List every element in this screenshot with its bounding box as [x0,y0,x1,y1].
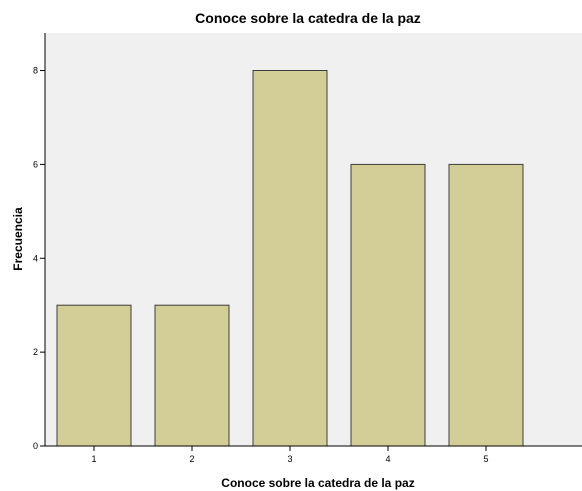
x-tick-label-1: 1 [91,454,96,464]
x-tick-label-2: 2 [189,454,194,464]
y-tick-label-6: 6 [33,159,38,169]
bar-3 [252,70,328,447]
y-tick-label-2: 2 [33,347,38,357]
x-tick-label-4: 4 [385,454,390,464]
chart-title: Conoce sobre la catedra de la paz [195,10,421,26]
bar-2 [154,304,230,447]
y-axis: 0 2 4 6 8 [33,33,46,451]
y-tick-label-8: 8 [33,66,38,76]
bars-group [56,70,524,447]
x-tick-label-3: 3 [287,454,292,464]
x-tick-label-5: 5 [483,454,488,464]
bar-5 [448,163,524,447]
y-axis-label: Frecuencia [11,207,25,271]
bar-1 [56,304,132,447]
bar-4 [350,163,426,447]
y-tick-label-0: 0 [33,441,38,451]
x-axis-label: Conoce sobre la catedra de la paz [221,476,414,490]
y-tick-label-4: 4 [33,253,38,263]
x-axis: 1 2 3 4 5 [45,445,582,464]
